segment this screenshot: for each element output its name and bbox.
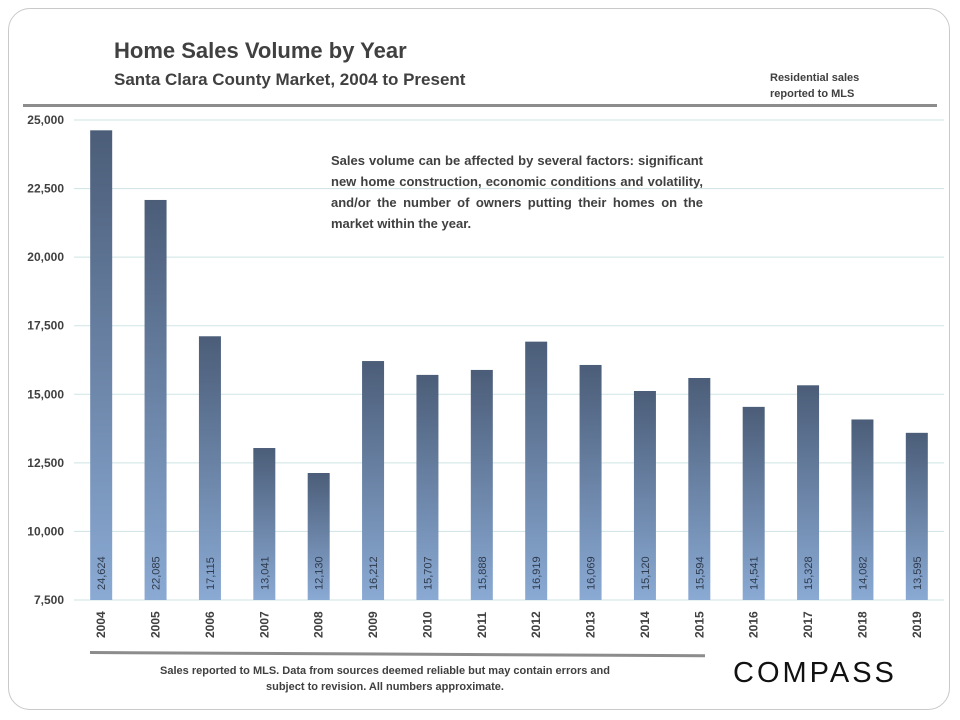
data-label: 15,888	[477, 556, 489, 590]
data-label: 13,595	[912, 556, 924, 590]
y-tick-label: 15,000	[27, 387, 64, 401]
y-tick-label: 17,500	[27, 319, 64, 333]
bar-2010	[416, 374, 439, 600]
data-label: 12,130	[314, 556, 326, 590]
bar-2019	[905, 432, 928, 600]
y-tick-label: 12,500	[27, 456, 64, 470]
x-tick-label: 2015	[692, 611, 706, 638]
x-tick-label: 2011	[475, 612, 489, 638]
x-tick-label: 2004	[94, 611, 108, 638]
compass-logo: COMPASS	[733, 657, 897, 689]
x-tick-label: 2019	[910, 611, 924, 638]
x-tick-label: 2014	[638, 611, 652, 638]
y-tick-label: 20,000	[27, 250, 64, 264]
bar-2007	[253, 448, 276, 600]
bar-2006	[198, 336, 221, 600]
data-label: 15,120	[640, 556, 652, 590]
bar-2011	[470, 369, 493, 600]
y-axis: 7,500 10,000 12,500 15,000 17,500 20,000 22,50…	[27, 113, 64, 607]
x-tick-label: 2010	[420, 611, 434, 638]
x-tick-label: 2017	[801, 611, 815, 638]
bar-2008	[307, 473, 330, 600]
x-tick-label: 2006	[203, 611, 217, 638]
bar-2016	[742, 406, 765, 600]
bar-2013	[579, 364, 602, 600]
x-axis: 2004 2005 2006 2007 2008 2009 2010 2011 2012 2013…	[94, 611, 924, 638]
y-tick-label: 10,000	[27, 524, 64, 538]
bars	[90, 130, 928, 600]
chart-title: Home Sales Volume by Year	[114, 38, 407, 63]
bar-2015	[688, 377, 711, 600]
data-label: 15,707	[422, 556, 434, 590]
x-tick-label: 2009	[366, 611, 380, 638]
data-label: 16,919	[531, 556, 543, 590]
data-labels: 24,624 22,085 17,115 13,041 12,130 16,212 15,7…	[96, 556, 924, 590]
data-label: 14,541	[749, 556, 761, 590]
x-tick-label: 2016	[747, 611, 761, 638]
x-tick-label: 2013	[584, 611, 598, 638]
bar-2005	[144, 199, 167, 600]
header-divider	[23, 104, 937, 107]
y-tick-label: 22,500	[27, 182, 64, 196]
y-tick-label: 7,500	[34, 593, 64, 607]
source-note: Residential sales reported to MLS	[770, 72, 860, 100]
bar-2014	[633, 390, 656, 600]
data-label: 15,328	[803, 556, 815, 590]
data-label: 13,041	[259, 556, 271, 590]
bar-2018	[851, 419, 874, 600]
x-tick-label: 2008	[312, 611, 326, 638]
data-label: 15,594	[694, 556, 706, 590]
footer-disclaimer: Sales reported to MLS. Data from sources…	[160, 665, 610, 693]
data-label: 14,082	[857, 556, 869, 590]
callout-text: Sales volume can be affected by several …	[331, 153, 703, 231]
bar-2012	[525, 341, 548, 600]
x-tick-label: 2007	[257, 611, 271, 638]
data-label: 17,115	[205, 557, 217, 590]
bar-2004	[90, 130, 113, 600]
bar-2017	[797, 385, 820, 600]
y-tick-label: 25,000	[27, 113, 64, 127]
chart-subtitle: Santa Clara County Market, 2004 to Prese…	[114, 70, 466, 89]
bar-2009	[362, 361, 385, 600]
data-label: 24,624	[96, 556, 108, 590]
data-label: 16,069	[586, 556, 598, 590]
x-tick-label: 2018	[855, 611, 869, 638]
x-tick-label: 2005	[149, 611, 163, 638]
x-tick-label: 2012	[529, 611, 543, 638]
data-label: 16,212	[368, 556, 380, 590]
data-label: 22,085	[151, 556, 163, 590]
